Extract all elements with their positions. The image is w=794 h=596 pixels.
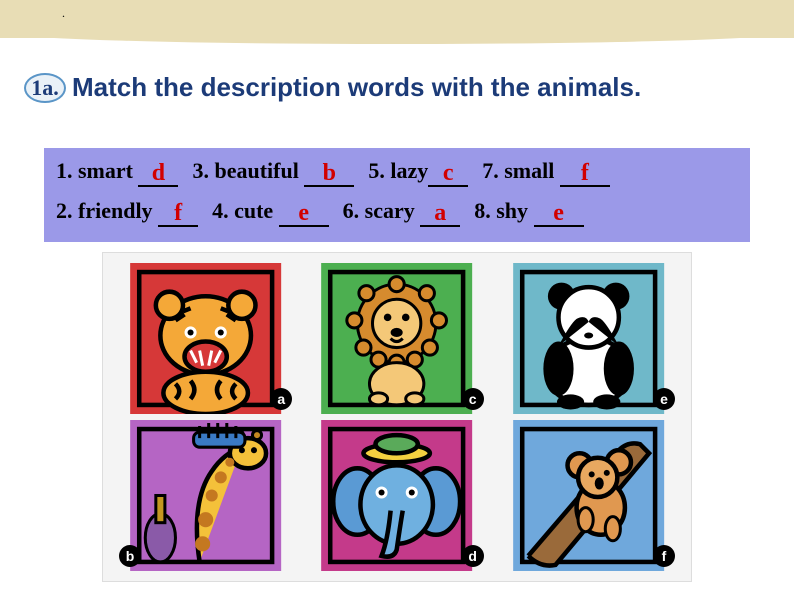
item-word: lazy <box>390 158 428 183</box>
answer: e <box>298 200 309 226</box>
blank: d <box>138 158 178 187</box>
tiger-icon <box>113 263 298 414</box>
item-word: beautiful <box>214 158 298 183</box>
item-3: 3. beautiful b <box>192 158 354 187</box>
item-1: 1. smart d <box>56 158 178 187</box>
item-word: scary <box>365 198 415 223</box>
elephant-icon <box>304 420 489 571</box>
page-title: Match the description words with the ani… <box>72 72 641 103</box>
blank: e <box>534 198 584 227</box>
answer: c <box>443 160 454 186</box>
blank: e <box>279 198 329 227</box>
blank: c <box>428 158 468 187</box>
item-num: 3. <box>192 158 209 183</box>
letter-badge-b: b <box>119 545 141 567</box>
panda-icon <box>496 263 681 414</box>
answer: f <box>581 160 589 186</box>
item-num: 1. <box>56 158 73 183</box>
item-7: 7. small f <box>482 158 610 187</box>
header-band <box>0 0 794 38</box>
giraffe-icon <box>113 420 298 571</box>
cell-elephant: d <box>304 420 489 571</box>
cell-tiger: a <box>113 263 298 414</box>
koala-icon <box>496 420 681 571</box>
answer: d <box>152 160 165 186</box>
answer: b <box>323 160 336 186</box>
exercise-row-1: 1. smart d 3. beautiful b 5. lazyc 7. sm… <box>56 158 738 198</box>
letter-badge-c: c <box>462 388 484 410</box>
exercise-row-2: 2. friendly f 4. cute e 6. scary a 8. sh… <box>56 198 738 238</box>
item-4: 4. cute e <box>212 198 329 227</box>
title-row: 1a. Match the description words with the… <box>24 72 770 103</box>
cell-lion: c <box>304 263 489 414</box>
item-word: smart <box>78 158 133 183</box>
letter-badge-e: e <box>653 388 675 410</box>
item-8: 8. shy e <box>474 198 583 227</box>
dot-decor: . <box>62 6 65 21</box>
item-5: 5. lazyc <box>368 158 468 187</box>
item-num: 8. <box>474 198 491 223</box>
item-num: 7. <box>482 158 499 183</box>
animals-grid: a c <box>102 252 692 582</box>
letter-badge-d: d <box>462 545 484 567</box>
item-word: shy <box>496 198 528 223</box>
item-num: 2. <box>56 198 73 223</box>
lion-icon <box>304 263 489 414</box>
cell-koala: f <box>496 420 681 571</box>
blank: f <box>158 198 198 227</box>
item-num: 4. <box>212 198 229 223</box>
blank: f <box>560 158 610 187</box>
cell-panda: e <box>496 263 681 414</box>
answer: a <box>434 200 446 226</box>
item-num: 6. <box>343 198 360 223</box>
item-6: 6. scary a <box>343 198 461 227</box>
blank: b <box>304 158 354 187</box>
blank: a <box>420 198 460 227</box>
exercise-box: 1. smart d 3. beautiful b 5. lazyc 7. sm… <box>44 148 750 242</box>
letter-badge-f: f <box>653 545 675 567</box>
cell-giraffe: b <box>113 420 298 571</box>
item-2: 2. friendly f <box>56 198 198 227</box>
item-num: 5. <box>368 158 385 183</box>
item-word: friendly <box>78 198 153 223</box>
section-badge: 1a. <box>24 73 66 103</box>
answer: f <box>174 200 182 226</box>
answer: e <box>553 200 564 226</box>
item-word: small <box>504 158 554 183</box>
item-word: cute <box>234 198 273 223</box>
